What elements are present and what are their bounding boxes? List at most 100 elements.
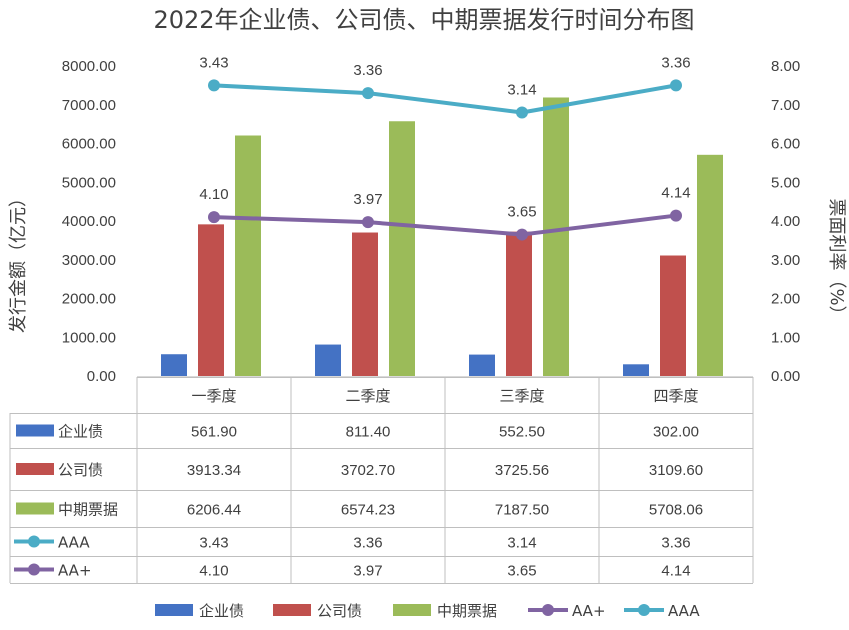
- marker-AA+-四季度: [670, 209, 682, 222]
- table-cell: 7187.50: [495, 502, 549, 519]
- table-cell: 3.14: [507, 535, 536, 552]
- bar-公司债-三季度: [506, 231, 532, 376]
- y2-tick-label: 5.00: [771, 174, 800, 191]
- category-label: 一季度: [191, 387, 236, 405]
- data-label-AAA: 3.36: [353, 62, 382, 79]
- chart-title: 2022年企业债、公司债、中期票据发行时间分布图: [153, 6, 694, 34]
- legend-label: 企业债: [199, 602, 244, 620]
- legend-key-公司债: [273, 604, 311, 616]
- line-AA+: [213, 213, 677, 237]
- table-key-marker-AA+: [28, 563, 40, 576]
- table-cell: 3109.60: [649, 462, 703, 479]
- line-AAA: [213, 83, 677, 115]
- legend: 企业债 公司债 中期票据 AA+ AAA: [155, 602, 700, 620]
- bar-中期票据-三季度: [543, 97, 569, 376]
- y2-tick-label: 7.00: [771, 97, 800, 114]
- y-tick-label: 6000.00: [62, 136, 116, 153]
- legend-label: AA+: [572, 602, 606, 620]
- data-label-AA+: 4.14: [661, 185, 690, 202]
- table-cell: 6206.44: [187, 502, 241, 519]
- category-label: 三季度: [499, 387, 544, 405]
- data-label-AA+: 3.65: [507, 204, 536, 221]
- legend-key-marker-AAA: [638, 604, 650, 616]
- y2-tick-label: 0.00: [771, 368, 800, 385]
- bar-中期票据-四季度: [697, 154, 723, 376]
- bar-公司债-二季度: [352, 232, 378, 376]
- table-key-中期票据: [16, 502, 54, 515]
- table-row-name: 公司债: [58, 461, 103, 479]
- category-label: 二季度: [345, 387, 390, 405]
- bar-公司债-一季度: [198, 224, 224, 376]
- y2-axis-title: 票面利率（%）: [826, 198, 847, 323]
- y2-tick-label: 8.00: [771, 58, 800, 75]
- marker-AA+-三季度: [516, 228, 528, 241]
- legend-label: 中期票据: [437, 602, 497, 620]
- table-cell: 4.14: [661, 563, 690, 580]
- y-tick-label: 1000.00: [62, 329, 116, 346]
- marker-AAA-四季度: [670, 79, 682, 92]
- data-label-AA+: 3.97: [353, 191, 382, 208]
- bars: [161, 97, 723, 376]
- bar-中期票据-二季度: [389, 121, 415, 376]
- table-cell: 811.40: [346, 424, 391, 441]
- marker-AAA-一季度: [208, 79, 220, 92]
- table-cell: 4.10: [199, 563, 228, 580]
- legend-key-中期票据: [393, 604, 431, 616]
- marker-AA+-二季度: [362, 216, 374, 229]
- table-row-name: 企业债: [58, 423, 103, 441]
- table-cell: 3702.70: [341, 462, 395, 479]
- y-tick-label: 0.00: [87, 368, 116, 385]
- table-cell: 6574.23: [341, 502, 395, 519]
- axes: 0.00 1000.00 2000.00 3000.00 4000.00 5000.00 6…: [8, 58, 847, 385]
- y-axis-title: 发行金额（亿元）: [8, 189, 29, 333]
- lines: [208, 79, 682, 241]
- data-labels: 3.43 3.36 3.14 3.36 4.10 3.97 3.65 4.14: [199, 54, 690, 220]
- y-tick-label: 2000.00: [62, 291, 116, 308]
- marker-AAA-二季度: [362, 87, 374, 100]
- table-cell: 552.50: [499, 424, 545, 441]
- legend-label: AAA: [668, 602, 700, 620]
- data-label-AAA: 3.14: [507, 82, 536, 99]
- table-cell: 302.00: [653, 424, 699, 441]
- bar-公司债-四季度: [660, 255, 686, 376]
- bar-中期票据-一季度: [235, 135, 261, 376]
- table-row-name: AAA: [58, 534, 90, 552]
- y-tick-label: 3000.00: [62, 252, 116, 269]
- table-key-公司债: [16, 463, 54, 475]
- table-cell: 3.36: [353, 535, 382, 552]
- bar-企业债-三季度: [469, 354, 495, 376]
- data-label-AA+: 4.10: [199, 186, 228, 203]
- table-cell: 3.43: [199, 535, 228, 552]
- marker-AA+-一季度: [208, 211, 220, 224]
- bar-企业债-四季度: [623, 364, 649, 376]
- y2-tick-label: 2.00: [771, 291, 800, 308]
- bar-企业债-一季度: [161, 354, 187, 376]
- data-label-AAA: 3.43: [199, 54, 228, 71]
- table-row-name: AA+: [58, 562, 92, 580]
- legend-key-企业债: [155, 604, 193, 616]
- y-tick-label: 4000.00: [62, 213, 116, 230]
- table-key-企业债: [16, 424, 54, 437]
- legend-key-marker-AA+: [542, 604, 554, 616]
- y-tick-label: 7000.00: [62, 97, 116, 114]
- marker-AAA-三季度: [516, 106, 528, 119]
- y2-tick-label: 6.00: [771, 136, 800, 153]
- y-tick-label: 5000.00: [62, 174, 116, 191]
- table-cell: 561.90: [191, 424, 237, 441]
- table-cell: 3913.34: [187, 462, 241, 479]
- data-label-AAA: 3.36: [661, 54, 690, 71]
- table-key-marker-AAA: [28, 535, 40, 548]
- table-row-name: 中期票据: [58, 501, 118, 519]
- bar-企业债-二季度: [315, 344, 341, 376]
- table-cell: 3.97: [353, 563, 382, 580]
- table-cell: 3725.56: [495, 462, 549, 479]
- y2-tick-label: 3.00: [771, 252, 800, 269]
- legend-label: 公司债: [317, 602, 362, 620]
- table-cell: 5708.06: [649, 502, 703, 519]
- category-label: 四季度: [653, 387, 698, 405]
- y-tick-label: 8000.00: [62, 58, 116, 75]
- y2-tick-label: 1.00: [771, 329, 800, 346]
